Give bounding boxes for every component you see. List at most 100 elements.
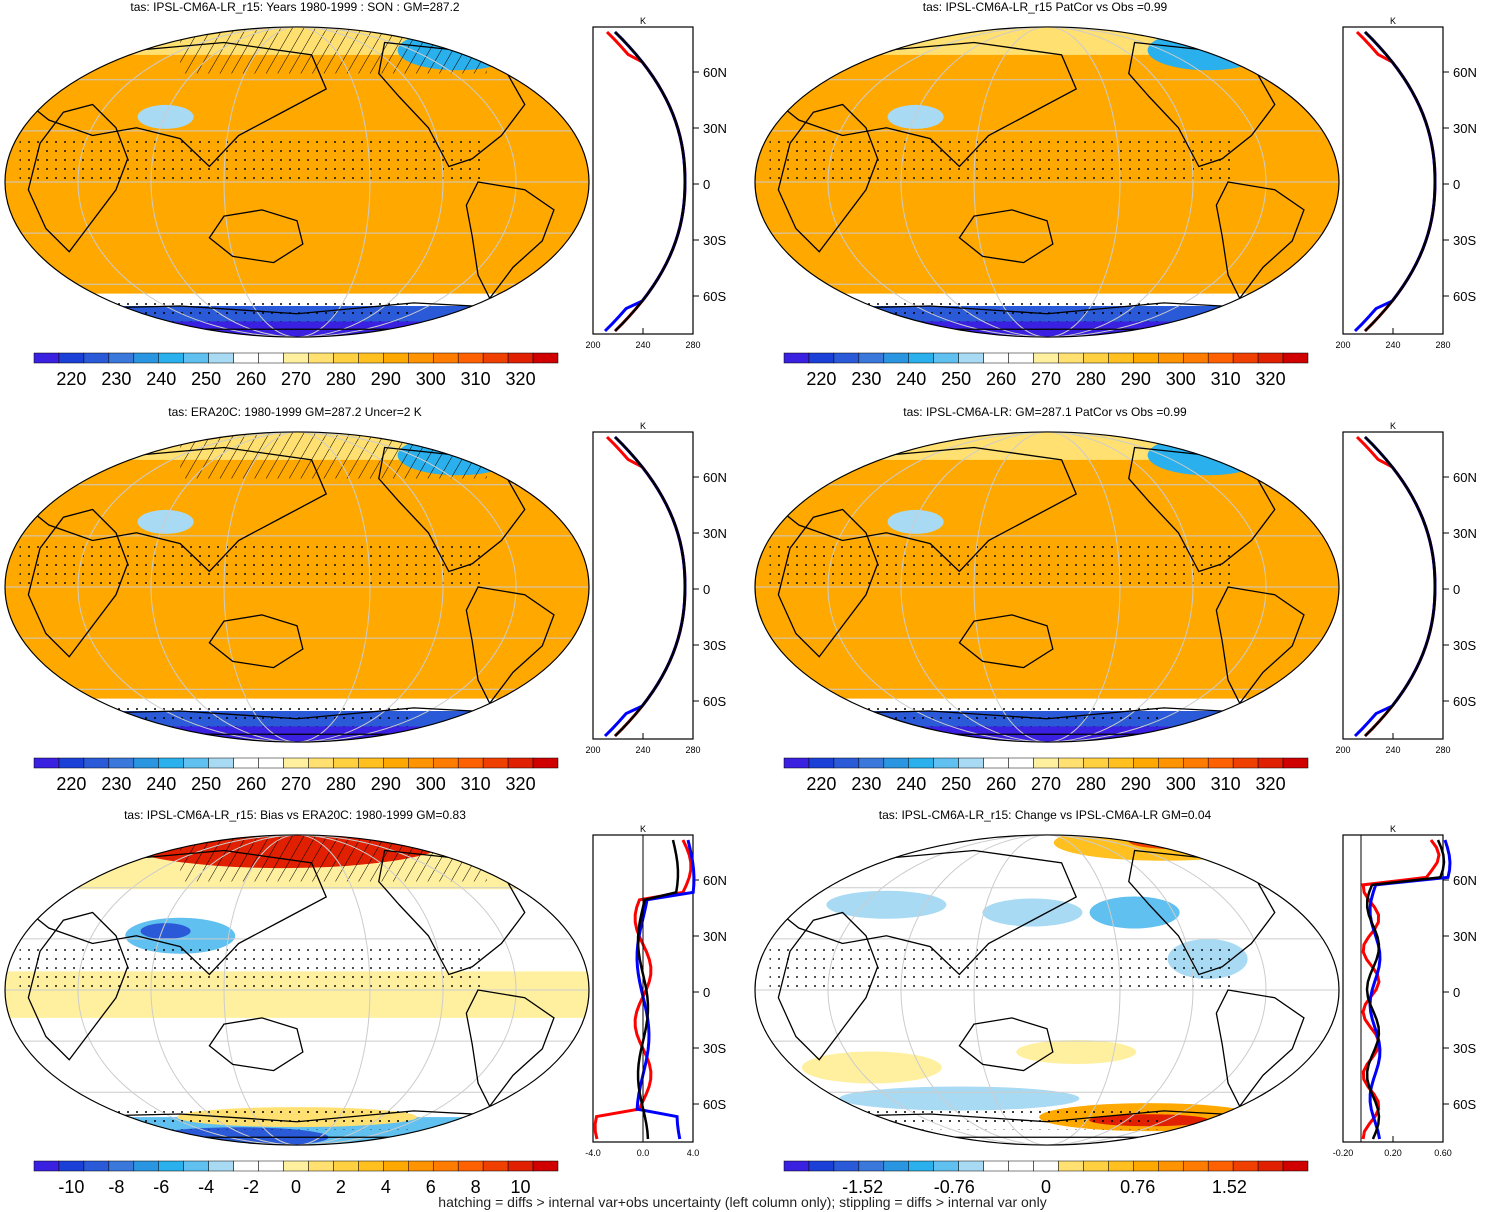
colorbar-cell: [1207, 757, 1234, 769]
profile-tick-label: 0.20: [1384, 1148, 1402, 1158]
colorbar-label: 300: [416, 369, 446, 389]
colorbar-label: 320: [1256, 774, 1286, 794]
colorbar-label: 310: [461, 774, 491, 794]
coastline-africa: [777, 911, 879, 1061]
colorbar-cell: [908, 352, 934, 364]
latitude-label: 60S: [703, 289, 726, 304]
colorbar-cell: [783, 757, 810, 769]
colorbar-cell: [933, 757, 959, 769]
colorbar-cell: [333, 352, 359, 364]
coastline-australia: [958, 209, 1054, 264]
profile-frame: [1342, 431, 1444, 740]
colorbar-label: 320: [506, 369, 536, 389]
colorbar-label: 2: [336, 1177, 346, 1197]
colorbar-cell: [183, 757, 209, 769]
colorbar-cell: [1108, 1160, 1134, 1172]
colorbar-cell: [883, 1160, 910, 1172]
colorbar-label: 270: [281, 774, 311, 794]
colorbar-label: 280: [326, 774, 356, 794]
profile-obs-line: [1353, 30, 1437, 333]
colorbar-cell: [1008, 352, 1034, 364]
panel-title: tas: IPSL-CM6A-LR_r15: Years 1980-1999 :…: [130, 0, 460, 14]
colorbar-cell: [283, 1160, 309, 1172]
map-field: [5, 431, 589, 743]
colorbar-label: 0: [291, 1177, 301, 1197]
profile-tick-label: 0.60: [1434, 1148, 1452, 1158]
colorbar-label: 0: [1041, 1177, 1051, 1197]
colorbar-cell: [208, 352, 234, 364]
colorbar-cell: [33, 1160, 60, 1172]
colorbar-cell: [933, 352, 959, 364]
coastline-eurasia: [18, 41, 328, 168]
colorbar-label: 250: [941, 774, 971, 794]
colorbar-label: 230: [851, 369, 881, 389]
latitude-label: 60N: [703, 470, 727, 485]
colorbar-cell: [1008, 1160, 1034, 1172]
colorbar-cell: [457, 1160, 484, 1172]
colorbar-label: 320: [506, 774, 536, 794]
colorbar-label: 310: [1211, 774, 1241, 794]
colorbar-cell: [858, 352, 885, 364]
profile-mean-line: [1364, 436, 1437, 737]
panel-figure: 220 230 240 250 260 270 280 290 300 310 320 K 200 240…: [4, 16, 727, 389]
colorbar-label: 300: [416, 774, 446, 794]
profile-tick-label: 240: [635, 340, 650, 350]
colorbar-cell: [1158, 757, 1184, 769]
latitude-label: 30N: [703, 121, 727, 136]
panel-figure: 220 230 240 250 260 270 280 290 300 310 320 K 200 240…: [754, 16, 1477, 389]
colorbar-cell: [1108, 352, 1134, 364]
colorbar-cell: [933, 1160, 959, 1172]
colorbar-cell: [1083, 1160, 1109, 1172]
colorbar-label: 310: [1211, 369, 1241, 389]
latitude-label: 30S: [703, 1041, 726, 1056]
colorbar-label: 1.52: [1212, 1177, 1247, 1197]
colorbar-cell: [383, 757, 409, 769]
latitude-label: 0: [703, 177, 710, 192]
colorbar-cell: [58, 352, 85, 364]
colorbar-cell: [208, 1160, 234, 1172]
colorbar-cell: [507, 757, 534, 769]
colorbar-cell: [833, 757, 860, 769]
coastline-africa: [27, 508, 129, 658]
colorbar-cell: [308, 1160, 334, 1172]
coastline-samerica: [465, 989, 555, 1108]
profile-tick-label: 240: [635, 745, 650, 755]
colorbar-cell: [358, 1160, 384, 1172]
map-border: [4, 431, 590, 743]
colorbar-label: 260: [986, 369, 1016, 389]
colorbar-cell: [808, 352, 835, 364]
colorbar-cell: [183, 352, 209, 364]
colorbar-label: 6: [426, 1177, 436, 1197]
panel-bias: tas: IPSL-CM6A-LR_r15: Bias vs ERA20C: 1…: [0, 808, 740, 1212]
panel-change: tas: IPSL-CM6A-LR_r15: Change vs IPSL-CM…: [750, 808, 1485, 1212]
latitude-label: 60S: [1453, 694, 1476, 709]
latitude-label: 60S: [1453, 289, 1476, 304]
coastline-africa: [777, 103, 879, 253]
colorbar-cell: [383, 352, 409, 364]
colorbar-cell: [1033, 1160, 1059, 1172]
profile-frame: [592, 431, 694, 740]
latitude-label: 60S: [703, 694, 726, 709]
colorbar-cell: [1282, 1160, 1309, 1172]
coastline-samerica: [1215, 989, 1305, 1108]
colorbar-label: 290: [371, 369, 401, 389]
colorbar-cell: [532, 352, 559, 364]
map-border: [754, 26, 1340, 338]
profile-mean-line: [1365, 839, 1446, 1140]
colorbar-label: 10: [511, 1177, 531, 1197]
colorbar-label: 250: [941, 369, 971, 389]
colorbar-cell: [1158, 1160, 1184, 1172]
latitude-label: 30S: [703, 638, 726, 653]
map-field: [5, 834, 589, 1146]
colorbar-cell: [58, 1160, 85, 1172]
colorbar-cell: [233, 352, 259, 364]
colorbar-label: 240: [896, 774, 926, 794]
profile-unit: K: [640, 16, 646, 26]
map-border: [4, 26, 590, 338]
colorbar-cell: [858, 757, 885, 769]
colorbar-cell: [457, 352, 484, 364]
colorbar-cell: [532, 757, 559, 769]
colorbar-cell: [83, 757, 110, 769]
colorbar-cell: [358, 352, 384, 364]
colorbar-label: -6: [153, 1177, 169, 1197]
